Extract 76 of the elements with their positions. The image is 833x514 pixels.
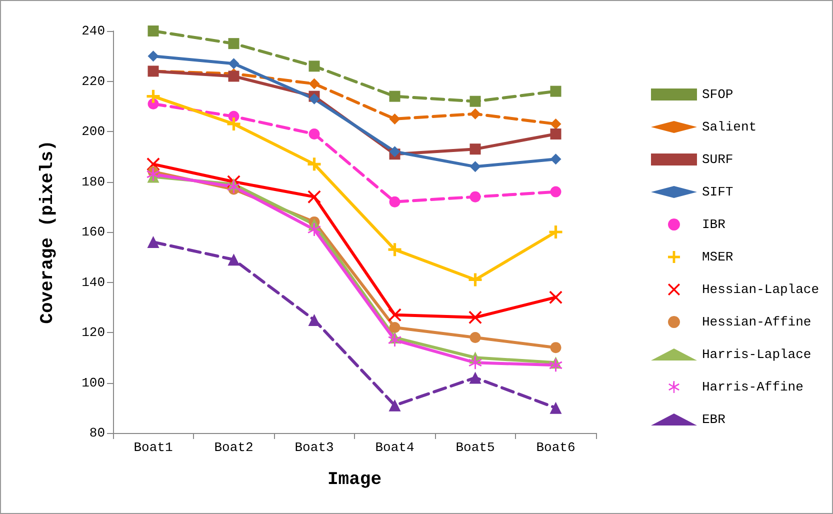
x-tick-label: Boat6	[536, 440, 576, 455]
x-tick-label: Boat4	[375, 440, 414, 455]
legend-label: SURF	[702, 152, 734, 167]
point	[550, 86, 562, 97]
point	[549, 290, 562, 304]
point	[146, 90, 160, 103]
x-tick-label: Boat1	[134, 440, 173, 455]
legend-label: IBR	[702, 217, 726, 232]
point	[146, 168, 160, 181]
point	[227, 117, 240, 130]
point	[148, 50, 159, 62]
point	[308, 314, 320, 326]
point	[470, 96, 481, 107]
point	[470, 332, 481, 344]
point	[147, 236, 160, 248]
x-axis-title: Image	[327, 470, 382, 490]
legend-label: Salient	[702, 120, 757, 134]
point	[228, 58, 240, 70]
point	[388, 308, 402, 322]
x-tick-label: Boat2	[214, 440, 254, 455]
point	[550, 154, 562, 165]
y-axis-title: Coverage (pixels)	[38, 140, 58, 324]
point	[308, 158, 321, 171]
y-tick-label: 100	[82, 375, 105, 390]
point	[308, 190, 321, 204]
point	[308, 78, 320, 90]
point	[228, 38, 240, 50]
point	[389, 113, 400, 124]
point	[549, 226, 562, 238]
y-tick-label: 80	[89, 426, 105, 440]
y-tick-label: 200	[82, 124, 105, 139]
point	[308, 93, 320, 104]
point	[308, 222, 321, 236]
y-tick-label: 140	[82, 274, 105, 290]
point	[469, 372, 482, 384]
point	[550, 342, 562, 354]
point	[468, 356, 482, 370]
legend-label: MSER	[702, 250, 734, 264]
point	[468, 273, 482, 286]
y-tick-label: 240	[82, 24, 105, 38]
point	[308, 128, 320, 140]
point	[470, 144, 481, 155]
y-tick-label: 220	[82, 74, 105, 89]
point	[389, 90, 400, 102]
y-tick-label: 160	[82, 224, 105, 240]
y-tick-label: 180	[82, 174, 105, 190]
point	[470, 191, 481, 202]
legend-label: Hessian-Laplace	[702, 282, 820, 297]
point	[389, 196, 400, 208]
point	[148, 26, 159, 36]
point	[389, 146, 400, 158]
point	[389, 322, 400, 333]
point	[550, 118, 562, 130]
point	[388, 243, 402, 256]
x-tick-label: Boat5	[456, 440, 495, 455]
point	[470, 108, 481, 120]
x-tick-label: Boat3	[294, 440, 334, 455]
point	[228, 70, 240, 82]
point	[388, 399, 401, 412]
point	[550, 186, 562, 198]
point	[549, 358, 562, 372]
legend-label: SIFT	[702, 184, 734, 200]
point	[470, 161, 481, 172]
point	[228, 254, 240, 266]
point	[550, 402, 562, 414]
y-tick-label: 120	[82, 325, 105, 340]
point	[388, 334, 402, 347]
legend-label: Hessian-Affine	[702, 314, 812, 330]
point	[227, 180, 240, 194]
legend-label: Harris-Laplace	[702, 347, 812, 362]
legend-label: Harris-Affine	[702, 380, 804, 394]
point	[468, 310, 482, 324]
legend-label: SFOP	[702, 87, 734, 102]
point	[308, 60, 320, 72]
point	[550, 128, 562, 140]
legend-label: EBR	[702, 412, 726, 427]
